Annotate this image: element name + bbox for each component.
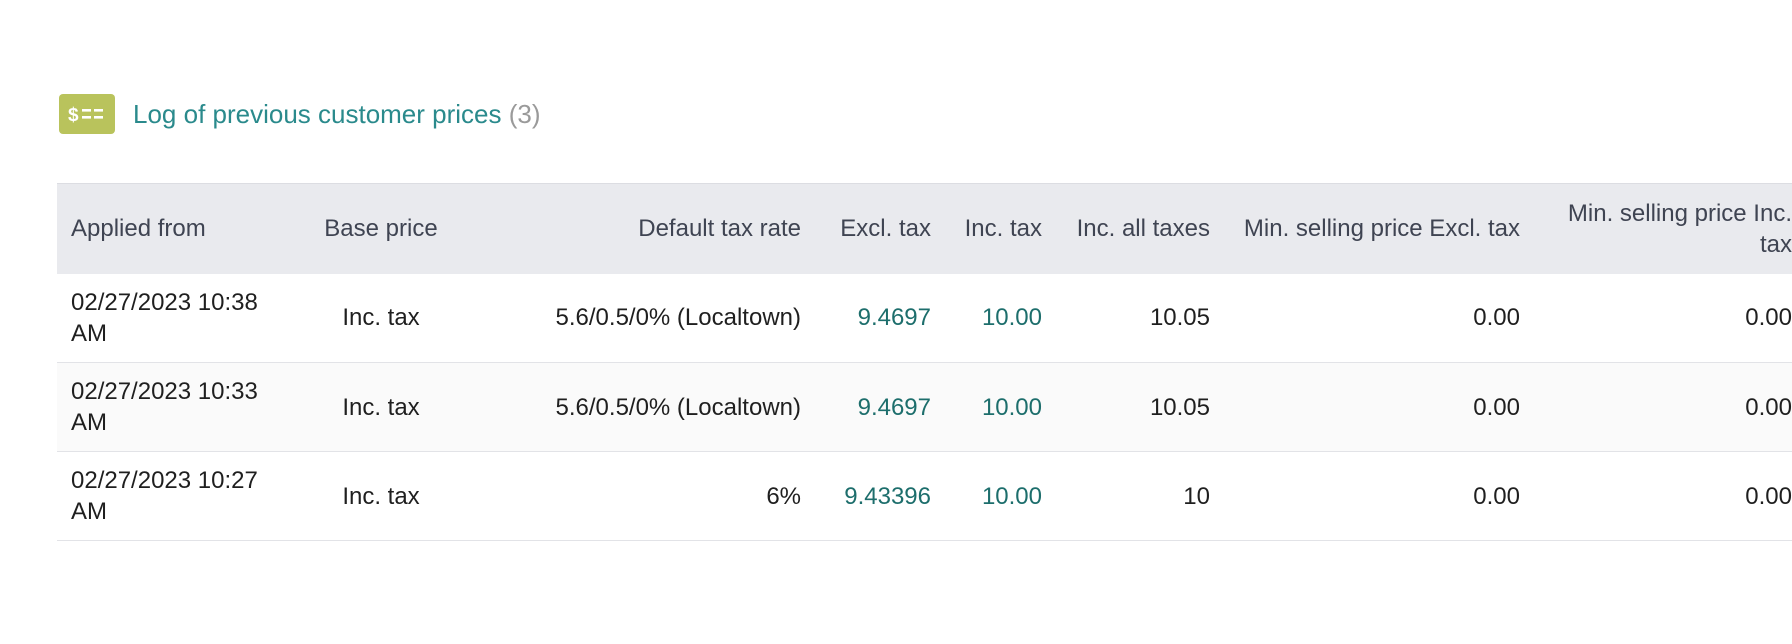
section-header: $ Log of previous customer prices (3)	[59, 94, 541, 134]
column-header-base-price[interactable]: Base price	[307, 183, 455, 274]
table-row: 02/27/2023 10:38 AM Inc. tax 5.6/0.5/0% …	[57, 274, 1792, 363]
default-tax-rate-cell: 5.6/0.5/0% (Localtown)	[555, 393, 801, 421]
price-list-icon: $	[59, 94, 115, 134]
column-header-applied-from[interactable]: Applied from	[57, 183, 307, 274]
excl-tax-link[interactable]: 9.43396	[844, 482, 931, 510]
applied-from-cell: 02/27/2023 10:38 AM	[71, 288, 258, 347]
excl-tax-link[interactable]: 9.4697	[857, 393, 931, 421]
min-selling-price-excl-tax-cell: 0.00	[1473, 393, 1520, 421]
column-header-min-selling-price-excl-tax[interactable]: Min. selling price Excl. tax	[1224, 183, 1534, 274]
min-selling-price-inc-tax-cell: 0.00	[1745, 304, 1792, 332]
table-row: 02/27/2023 10:27 AM Inc. tax 6% 9.43396 …	[57, 452, 1792, 541]
min-selling-price-excl-tax-cell: 0.00	[1473, 482, 1520, 510]
min-selling-price-inc-tax-cell: 0.00	[1745, 482, 1792, 510]
min-selling-price-excl-tax-cell: 0.00	[1473, 304, 1520, 332]
column-header-default-tax-rate[interactable]: Default tax rate	[455, 183, 815, 274]
inc-tax-link[interactable]: 10.00	[981, 482, 1042, 510]
default-tax-rate-cell: 5.6/0.5/0% (Localtown)	[555, 304, 801, 332]
default-tax-rate-cell: 6%	[766, 482, 801, 510]
customer-prices-table-wrap: Applied from Base price Default tax rate…	[57, 183, 1792, 541]
table-header-row: Applied from Base price Default tax rate…	[57, 183, 1792, 274]
inc-tax-link[interactable]: 10.00	[981, 304, 1042, 332]
section-title: Log of previous customer prices (3)	[133, 94, 541, 134]
record-count: (3)	[508, 99, 541, 129]
inc-all-taxes-cell: 10.05	[1149, 304, 1210, 332]
base-price-cell: Inc. tax	[342, 393, 420, 421]
table-row: 02/27/2023 10:33 AM Inc. tax 5.6/0.5/0% …	[57, 362, 1792, 452]
column-header-excl-tax[interactable]: Excl. tax	[815, 183, 945, 274]
column-header-min-selling-price-inc-tax[interactable]: Min. selling price Inc. tax	[1534, 183, 1792, 274]
base-price-cell: Inc. tax	[342, 482, 420, 510]
column-header-inc-tax[interactable]: Inc. tax	[945, 183, 1056, 274]
base-price-cell: Inc. tax	[342, 304, 420, 332]
applied-from-cell: 02/27/2023 10:33 AM	[71, 378, 258, 436]
inc-all-taxes-cell: 10.05	[1149, 393, 1210, 421]
section-title-link[interactable]: Log of previous customer prices	[133, 99, 502, 129]
applied-from-cell: 02/27/2023 10:27 AM	[71, 467, 258, 525]
customer-prices-table: Applied from Base price Default tax rate…	[57, 183, 1792, 541]
svg-text:$: $	[68, 105, 79, 126]
excl-tax-link[interactable]: 9.4697	[857, 304, 931, 332]
column-header-inc-all-taxes[interactable]: Inc. all taxes	[1056, 183, 1224, 274]
inc-all-taxes-cell: 10	[1183, 482, 1210, 510]
inc-tax-link[interactable]: 10.00	[981, 393, 1042, 421]
min-selling-price-inc-tax-cell: 0.00	[1745, 393, 1792, 421]
